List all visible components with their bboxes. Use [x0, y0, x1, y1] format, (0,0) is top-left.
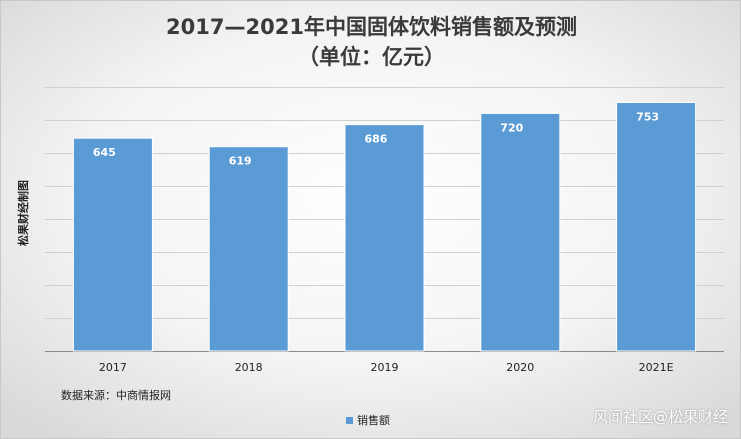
source-note: 数据来源：中商情报网 [61, 389, 171, 402]
x-tick-2017: 2017 [99, 361, 127, 374]
data-label-2020: 720 [500, 121, 523, 134]
x-tick-2021E: 2021E [639, 361, 674, 374]
x-tick-2018: 2018 [235, 361, 263, 374]
bar-2020 [480, 112, 561, 352]
data-label-2019: 686 [365, 133, 388, 146]
bar-2019 [344, 124, 425, 352]
watermark: 风闻社区@松果财经 [592, 408, 728, 426]
chart-title: 2017—2021年中国固体饮料销售额及预测 [166, 15, 577, 39]
legend-label: 销售额 [357, 414, 390, 427]
data-label-2018: 619 [229, 155, 252, 168]
legend-swatch [346, 416, 353, 424]
bar-2017 [72, 137, 153, 352]
data-label-2021E: 753 [636, 111, 659, 124]
data-label-2017: 645 [93, 146, 116, 159]
bar-2021E [616, 102, 697, 352]
x-tick-2020: 2020 [506, 361, 534, 374]
chart-subtitle: （单位：亿元） [298, 45, 445, 69]
bar-2018 [208, 146, 289, 352]
legend: 销售额 [346, 412, 390, 428]
x-tick-2019: 2019 [371, 361, 399, 374]
